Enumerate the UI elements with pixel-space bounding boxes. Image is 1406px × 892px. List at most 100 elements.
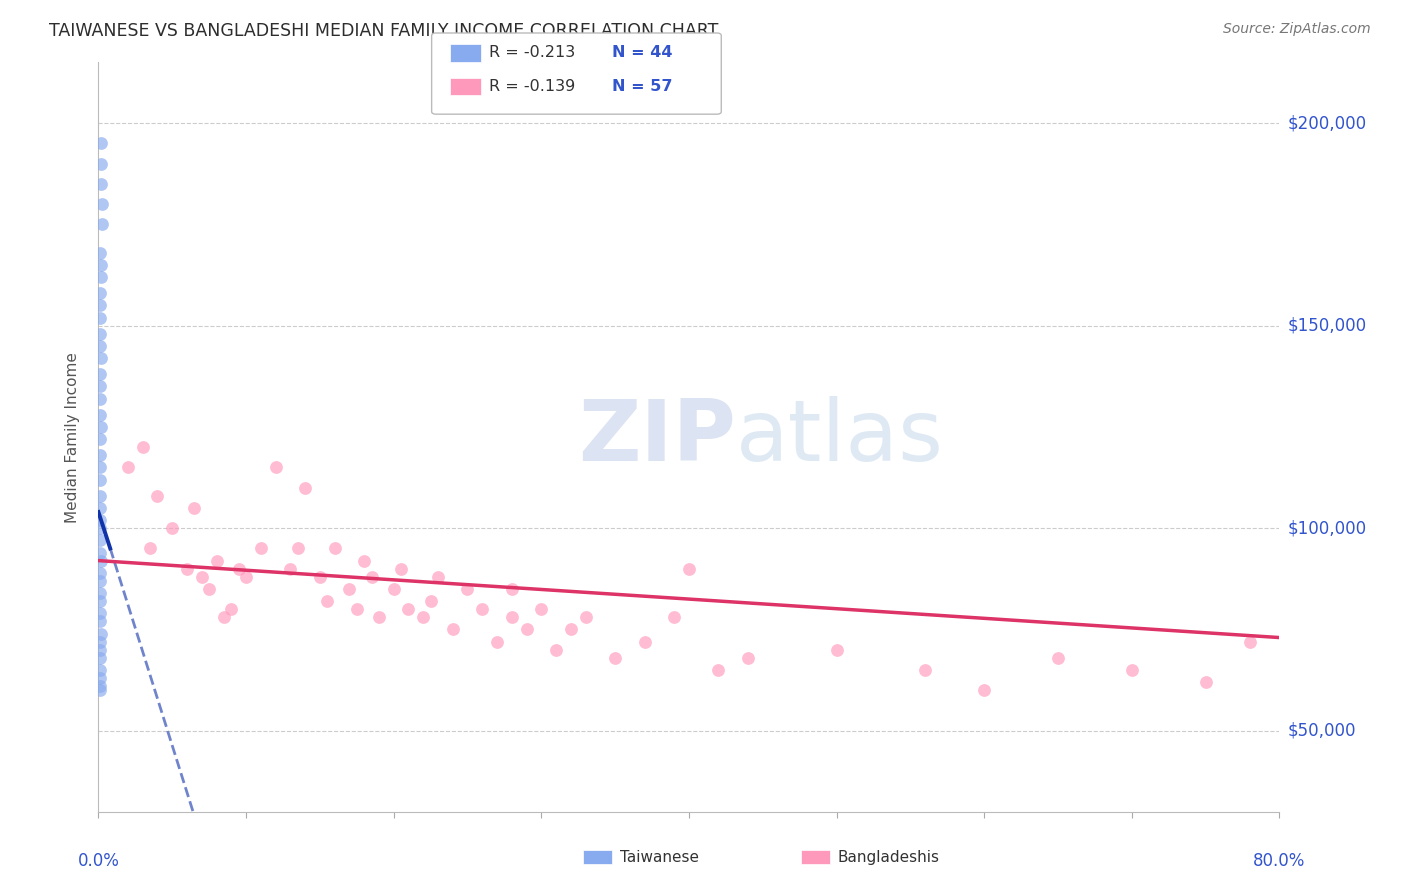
Point [89, 642, 111, 657]
Point [90, 136, 112, 151]
Point [396, 602, 419, 616]
Text: R = -0.213: R = -0.213 [489, 45, 575, 60]
Point [91, 218, 114, 232]
Point [89, 500, 111, 515]
Point [501, 582, 523, 596]
Point [205, 553, 228, 567]
Point [89, 326, 111, 341]
Point [90, 258, 112, 272]
Point [219, 602, 243, 616]
Text: ZIP: ZIP [578, 395, 737, 479]
Point [264, 460, 287, 475]
Point [89, 545, 111, 559]
Point [228, 562, 250, 576]
Point [89, 448, 111, 462]
Point [89, 368, 111, 382]
Point [316, 594, 339, 608]
Text: $50,000: $50,000 [1288, 722, 1357, 739]
Point [89, 460, 111, 475]
Point [89, 286, 111, 301]
Point [89, 339, 111, 353]
Point [1121, 663, 1143, 677]
Text: $150,000: $150,000 [1288, 317, 1367, 334]
Point [89, 408, 111, 422]
Point [1195, 675, 1218, 690]
Point [516, 623, 538, 637]
Point [633, 634, 655, 648]
Point [89, 663, 111, 677]
Point [90, 157, 112, 171]
Text: 80.0%: 80.0% [1253, 852, 1306, 871]
Point [89, 574, 111, 588]
Point [412, 610, 434, 624]
Text: N = 44: N = 44 [612, 45, 672, 60]
Point [235, 570, 257, 584]
Point [90, 626, 112, 640]
Point [501, 610, 523, 624]
Point [560, 623, 582, 637]
Text: atlas: atlas [737, 395, 945, 479]
Point [89, 679, 111, 693]
Point [90, 177, 112, 191]
Point [89, 586, 111, 600]
Point [530, 602, 553, 616]
Text: N = 57: N = 57 [612, 79, 672, 94]
Point [1239, 634, 1261, 648]
Point [250, 541, 273, 556]
Point [139, 541, 162, 556]
Point [664, 610, 686, 624]
Point [360, 570, 382, 584]
Point [678, 562, 700, 576]
Point [89, 607, 111, 621]
Point [89, 392, 111, 406]
Point [914, 663, 936, 677]
Point [89, 594, 111, 608]
Point [294, 481, 316, 495]
Text: $200,000: $200,000 [1288, 114, 1367, 132]
Point [419, 594, 441, 608]
Point [973, 683, 995, 698]
Y-axis label: Median Family Income: Median Family Income [65, 351, 80, 523]
Point [89, 634, 111, 648]
Point [337, 582, 360, 596]
Text: TAIWANESE VS BANGLADESHI MEDIAN FAMILY INCOME CORRELATION CHART: TAIWANESE VS BANGLADESHI MEDIAN FAMILY I… [49, 22, 718, 40]
Text: Source: ZipAtlas.com: Source: ZipAtlas.com [1223, 22, 1371, 37]
Point [456, 582, 478, 596]
Point [90, 420, 112, 434]
Point [389, 562, 412, 576]
Point [191, 570, 214, 584]
Point [89, 521, 111, 535]
Point [90, 197, 112, 211]
Point [89, 566, 111, 580]
Point [546, 642, 568, 657]
Point [89, 432, 111, 446]
Point [471, 602, 494, 616]
Point [309, 570, 332, 584]
Point [737, 650, 759, 665]
Point [132, 440, 155, 454]
Point [382, 582, 405, 596]
Point [89, 615, 111, 629]
Point [89, 489, 111, 503]
Point [198, 582, 221, 596]
Point [90, 351, 112, 365]
Point [89, 533, 111, 548]
Text: Taiwanese: Taiwanese [620, 850, 699, 864]
Text: Bangladeshis: Bangladeshis [838, 850, 941, 864]
Point [90, 553, 112, 567]
Text: R = -0.139: R = -0.139 [489, 79, 575, 94]
Point [486, 634, 509, 648]
Point [441, 623, 464, 637]
Point [278, 562, 302, 576]
Point [146, 489, 169, 503]
Point [89, 513, 111, 527]
Point [183, 500, 205, 515]
Point [287, 541, 309, 556]
Point [89, 310, 111, 325]
Point [368, 610, 391, 624]
Text: 0.0%: 0.0% [77, 852, 120, 871]
Point [162, 521, 183, 535]
Point [605, 650, 627, 665]
Point [89, 379, 111, 393]
Point [89, 245, 111, 260]
